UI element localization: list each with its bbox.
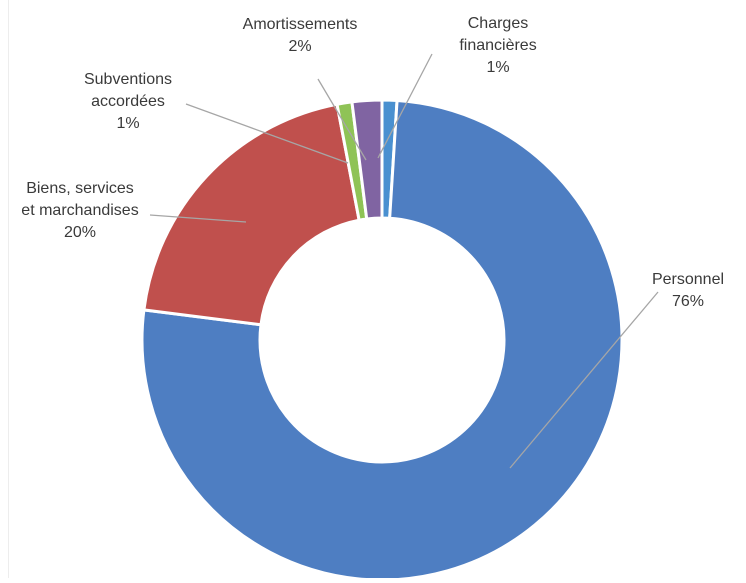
slice-biens-services-et-marchandises [142, 102, 361, 327]
slice-personnel [140, 98, 624, 582]
data-label-category-amortissements: Amortissements [243, 16, 358, 33]
data-label-category-personnel: Personnel [652, 271, 724, 288]
data-label-percent-personnel: 76% [672, 293, 704, 310]
data-label-category-subventions-accordees: Subventions [84, 71, 172, 88]
leader-line-charges-financieres [377, 53, 433, 159]
slice-amortissements [350, 98, 384, 221]
data-label-category-charges-financieres: financières [459, 37, 536, 54]
data-label-category-biens-services-et-marchandises: et marchandises [21, 202, 138, 219]
data-label-category-subventions-accordees: accordées [91, 93, 165, 110]
labels-layer: Charges financières 1% Personnel 76% Biens, s… [21, 15, 724, 310]
leaders-layer [149, 53, 659, 469]
slices-layer [140, 98, 624, 582]
leader-line-amortissements [317, 78, 367, 161]
data-label-category-biens-services-et-marchandises: Biens, services [26, 180, 134, 197]
data-label-percent-amortissements: 2% [288, 38, 311, 55]
frame-edge [8, 0, 9, 578]
data-label-percent-subventions-accordees: 1% [116, 115, 139, 132]
data-label-percent-charges-financieres: 1% [486, 59, 509, 76]
data-label-category-charges-financieres: Charges [468, 15, 528, 32]
leader-line-subventions-accordees [185, 103, 349, 164]
data-label-percent-biens-services-et-marchandises: 20% [64, 224, 96, 241]
leader-line-personnel [509, 291, 659, 469]
leader-line-biens-services-et-marchandises [149, 214, 247, 223]
